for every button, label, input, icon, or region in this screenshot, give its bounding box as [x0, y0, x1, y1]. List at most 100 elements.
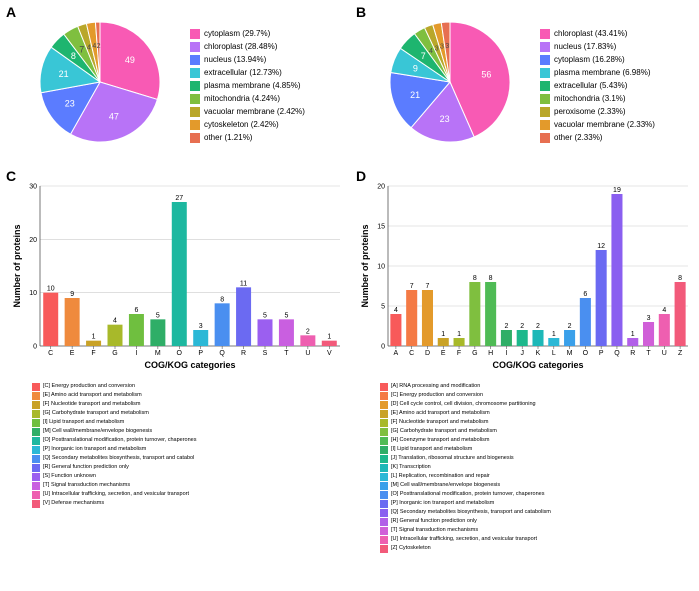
bar-value: 1	[552, 331, 556, 338]
bar-value: 2	[520, 323, 524, 330]
legend-label: [E] Amino acid transport and metabolism	[43, 391, 142, 400]
legend-label: nucleus (13.94%)	[204, 54, 266, 66]
bar-value: 10	[47, 286, 55, 293]
legend-label: [F] Nucleotide transport and metabolism	[43, 400, 141, 409]
x-tick-label: F	[457, 350, 461, 357]
bar	[517, 330, 528, 346]
bar-value: 1	[631, 331, 635, 338]
legend-row: [P] Inorganic ion transport and metaboli…	[32, 445, 194, 454]
legend-row: [L] Replication, recombination and repai…	[380, 472, 551, 481]
x-tick-label: Z	[678, 350, 683, 357]
legend-row: [I] Lipid transport and metabolism	[32, 418, 196, 427]
legend-swatch	[380, 428, 388, 436]
x-tick-label: Q	[614, 350, 620, 357]
x-tick-label: R	[241, 350, 246, 357]
pie-slice-value: 47	[109, 112, 119, 122]
bar	[580, 298, 591, 346]
legend-swatch	[190, 120, 200, 130]
pie-slice-value: 23	[440, 114, 450, 124]
bar-value: 4	[662, 307, 666, 314]
legend-label: [I] Lipid transport and metabolism	[43, 418, 124, 427]
x-tick-label: I	[505, 350, 507, 357]
legend-label: [T] Signal transduction mechanisms	[43, 481, 130, 490]
x-tick-label: V	[327, 350, 332, 357]
x-tick-label: I	[135, 350, 137, 357]
x-tick-label: J	[520, 350, 524, 357]
legend-swatch	[540, 81, 550, 91]
x-tick-label: S	[263, 350, 268, 357]
legend-swatch	[190, 133, 200, 143]
x-tick-label: L	[552, 350, 556, 357]
x-tick-label: H	[488, 350, 493, 357]
legend-swatch	[32, 491, 40, 499]
legend-row: cytoskeleton (2.42%)	[190, 119, 345, 131]
legend-label: mitochondria (3.1%)	[554, 93, 626, 105]
legend-row: [E] Amino acid transport and metabolism	[380, 409, 536, 418]
legend-label: [P] Inorganic ion transport and metaboli…	[43, 445, 146, 454]
legend-label: [A] RNA processing and modification	[391, 382, 480, 391]
legend-swatch	[380, 509, 388, 517]
bar	[65, 298, 80, 346]
pie-slice-value: 23	[65, 99, 75, 109]
legend-swatch	[190, 81, 200, 91]
legend-row: plasma membrane (4.85%)	[190, 80, 345, 92]
legend-swatch	[380, 410, 388, 418]
legend-swatch	[380, 455, 388, 463]
legend-label: cytoskeleton (2.42%)	[204, 119, 279, 131]
bar	[675, 282, 686, 346]
x-tick-label: T	[284, 350, 289, 357]
legend-swatch	[380, 536, 388, 544]
bar-value: 2	[504, 323, 508, 330]
legend-swatch	[380, 383, 388, 391]
bar-value: 7	[426, 283, 430, 290]
legend-row: [M] Cell wall/membrane/envelope biogenes…	[32, 427, 196, 436]
x-tick-label: A	[394, 350, 399, 357]
legend-column: [A] RNA processing and modification[C] E…	[380, 382, 536, 472]
legend-label: vacuolar membrane (2.33%)	[554, 119, 655, 131]
x-tick-label: C	[48, 350, 53, 357]
legend-label: [R] General function prediction only	[391, 517, 477, 526]
bar-value: 2	[306, 328, 310, 335]
bar	[322, 341, 337, 346]
legend-label: [G] Carbohydrate transport and metabolis…	[43, 409, 149, 418]
bar-value: 12	[597, 243, 605, 250]
bar	[108, 325, 123, 346]
legend-label: plasma membrane (4.85%)	[204, 80, 300, 92]
x-axis-title: COG/KOG categories	[492, 360, 583, 370]
legend-row: [G] Carbohydrate transport and metabolis…	[32, 409, 196, 418]
legend-row: [H] Coenzyme transport and metabolism	[380, 436, 536, 445]
bar	[627, 338, 638, 346]
legend-row: [I] Lipid transport and metabolism	[380, 445, 536, 454]
legend-row: cytoplasm (16.28%)	[540, 54, 695, 66]
x-tick-label: Q	[219, 350, 225, 357]
bar-value: 7	[410, 283, 414, 290]
legend-row: [O] Posttranslational modification, prot…	[32, 436, 196, 445]
legend-swatch	[190, 29, 200, 39]
legend-swatch	[380, 491, 388, 499]
legend-row: peroxisome (2.33%)	[540, 106, 695, 118]
x-tick-label: U	[662, 350, 667, 357]
pie-slice-value: 21	[410, 90, 420, 100]
y-tick-label: 30	[29, 184, 37, 191]
bar	[454, 338, 465, 346]
legend-row: [C] Energy production and conversion	[380, 391, 536, 400]
legend-label: other (1.21%)	[204, 132, 252, 144]
pie-slice-value: 7	[421, 51, 426, 61]
y-axis-title: Number of proteins	[12, 224, 22, 307]
x-tick-label: M	[567, 350, 573, 357]
bar-value: 27	[175, 195, 183, 202]
legend-swatch	[540, 29, 550, 39]
legend-swatch	[540, 55, 550, 65]
legend-row: [C] Energy production and conversion	[32, 382, 196, 391]
legend-label: [C] Energy production and conversion	[43, 382, 135, 391]
legend-swatch	[32, 500, 40, 508]
legend-label: [D] Cell cycle control, cell division, c…	[391, 400, 536, 409]
bar	[86, 341, 101, 346]
legend-row: [K] Transcription	[380, 463, 536, 472]
legend-row: [O] Posttranslational modification, prot…	[380, 490, 551, 499]
legend-row: cytoplasm (29.7%)	[190, 28, 345, 40]
pie-chart-b: 562321974333	[360, 12, 540, 162]
bar	[469, 282, 480, 346]
bar-value: 19	[613, 187, 621, 194]
bar-value: 1	[457, 331, 461, 338]
